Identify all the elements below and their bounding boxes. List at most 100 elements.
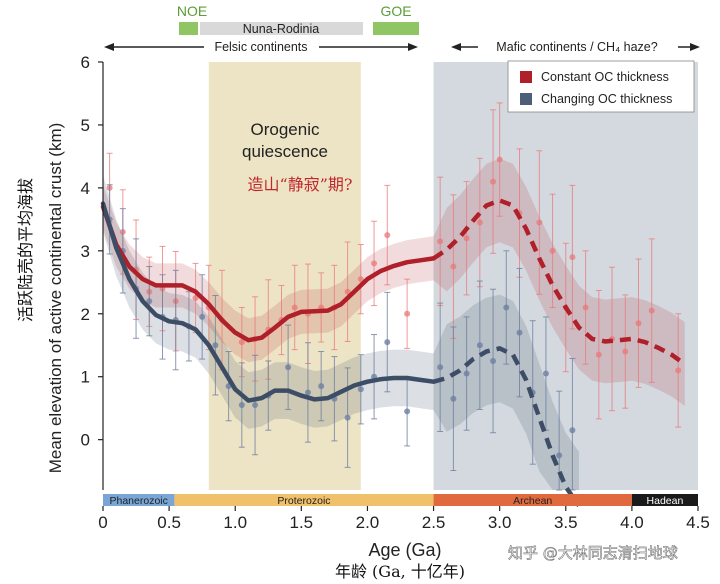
noe-bar: [179, 22, 198, 35]
data-point: [648, 307, 655, 314]
data-point: [212, 342, 219, 349]
y-axis-title: Mean elevation of active continental cru…: [46, 123, 65, 474]
series-line-dashed-0: [434, 201, 685, 365]
x-tick-label: 2.5: [422, 513, 446, 532]
legend-box: [507, 60, 695, 113]
quiescence-label-line2: quiescence: [242, 142, 328, 161]
quiescence-label-cn: 造山“静寂”期?: [248, 175, 353, 194]
x-ticks: 0 0.5 1.0 1.5 2.0 2.5 3.0 3.5 4.0 4.5: [98, 506, 710, 532]
y-ticks: 0 1 2 3 4 5 6: [81, 53, 103, 450]
data-point: [238, 339, 245, 346]
x-axis-title-cn: 年龄 (Ga, 十亿年): [335, 562, 465, 581]
data-point: [569, 254, 576, 261]
x-tick-label: 2.0: [356, 513, 380, 532]
y-tick-label: 6: [81, 53, 90, 72]
data-point: [536, 219, 543, 226]
noe-label: NOE: [177, 3, 207, 19]
data-point: [635, 320, 642, 327]
x-axis-title: Age (Ga): [368, 540, 441, 560]
data-point: [238, 402, 245, 409]
data-point: [556, 452, 563, 459]
data-point: [384, 339, 391, 346]
data-point: [437, 364, 444, 371]
data-point: [344, 414, 351, 421]
y-tick-label: 3: [81, 242, 90, 261]
data-point: [404, 310, 411, 317]
data-point: [252, 402, 259, 409]
eon-segment-1: [174, 494, 434, 506]
data-point: [490, 178, 497, 185]
y-tick-label: 1: [81, 368, 90, 387]
x-tick-label: 1.5: [290, 513, 314, 532]
x-tick-label: 0.5: [157, 513, 181, 532]
shaded-region-0: [208, 62, 361, 490]
data-point: [357, 386, 364, 393]
data-point: [549, 247, 556, 254]
y-tick-label: 5: [81, 116, 90, 135]
quiescence-label-line1: Orogenic: [251, 120, 320, 139]
nuna-rodinia-label: Nuna-Rodinia: [243, 22, 319, 36]
legend: Constant OC thickness Changing OC thickn…: [507, 60, 695, 113]
eon-label-1: Proterozoic: [277, 495, 330, 507]
eon-bar: Phanerozoic Proterozoic Archean Hadean: [103, 494, 698, 507]
data-point: [450, 263, 457, 270]
legend-swatch-changing: [520, 93, 532, 105]
data-point: [199, 313, 206, 320]
mafic-label-bg: [478, 39, 678, 55]
nuna-rodinia-bar: [200, 22, 363, 35]
data-point: [437, 238, 444, 245]
eon-segment-2: [433, 494, 632, 506]
data-point: [595, 351, 602, 358]
data-point: [357, 276, 364, 283]
felsic-label: Felsic continents: [214, 40, 307, 54]
data-point: [476, 342, 483, 349]
data-point: [622, 348, 629, 355]
goe-bar: [373, 22, 419, 35]
data-point: [304, 389, 311, 396]
data-point: [463, 370, 470, 377]
mafic-label: Mafic continents / CH₄ haze?: [496, 40, 657, 54]
x-tick-label: 3.5: [554, 513, 578, 532]
y-tick-label: 0: [81, 431, 90, 450]
data-point: [496, 156, 503, 163]
data-point: [503, 304, 510, 311]
x-tick-label: 0: [98, 513, 107, 532]
data-point: [146, 298, 153, 305]
data-point: [344, 288, 351, 295]
legend-swatch-constant: [520, 71, 532, 83]
data-point: [582, 304, 589, 311]
eon-label-0: Phanerozoic: [110, 495, 168, 507]
data-point: [404, 408, 411, 415]
data-point: [490, 357, 497, 364]
mafic-arrow-right-head: [690, 43, 700, 51]
fit-lines: [100, 201, 685, 506]
x-tick-label: 3.0: [488, 513, 512, 532]
data-point: [285, 364, 292, 371]
y-tick-label: 2: [81, 305, 90, 324]
data-point: [371, 260, 378, 267]
felsic-label-bg: [204, 39, 319, 55]
series-line-solid-1: [100, 201, 436, 403]
band-1: [103, 175, 579, 491]
x-tick-label: 1.0: [223, 513, 247, 532]
data-point: [384, 232, 391, 239]
data-point: [542, 370, 549, 377]
data-point: [476, 219, 483, 226]
data-point: [569, 427, 576, 434]
data-point: [675, 367, 682, 374]
y-axis-title-cn: 活跃陆壳的平均海拔: [16, 178, 35, 322]
eon-label-2: Archean: [513, 495, 552, 507]
legend-label-changing: Changing OC thickness: [541, 92, 672, 106]
y-tick-label: 4: [81, 179, 90, 198]
data-point: [450, 395, 457, 402]
x-tick-label: 4.0: [620, 513, 644, 532]
eon-label-3: Hadean: [647, 495, 684, 507]
series-line-dashed-1: [434, 348, 579, 505]
goe-label: GOE: [380, 3, 411, 19]
watermark: 知乎 @大林同志清扫地球: [508, 544, 678, 562]
data-point: [463, 235, 470, 242]
felsic-arrow-right-head: [408, 43, 418, 51]
felsic-arrow-left-head: [104, 43, 114, 51]
x-tick-label: 4.5: [686, 513, 710, 532]
legend-label-constant: Constant OC thickness: [541, 70, 669, 84]
